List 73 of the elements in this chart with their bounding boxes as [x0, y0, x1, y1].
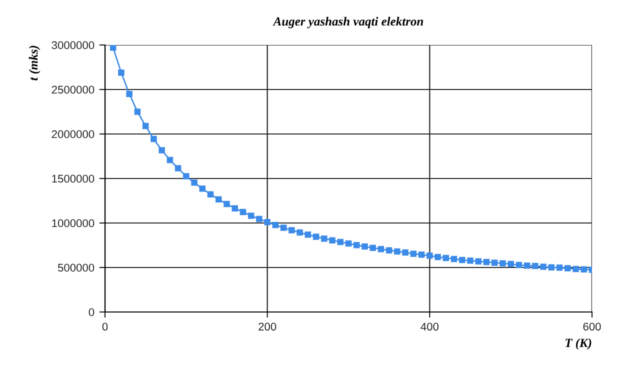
x-tick-label: 600 — [583, 322, 601, 331]
point — [134, 108, 141, 115]
point — [378, 246, 384, 252]
point — [524, 262, 530, 269]
point — [556, 264, 563, 271]
y-tick-label: 0 — [88, 308, 94, 316]
y-tick-label: 2000000 — [52, 130, 94, 138]
point — [491, 260, 498, 266]
point — [232, 205, 238, 212]
point — [418, 252, 425, 258]
point — [264, 218, 270, 226]
point — [426, 252, 433, 259]
y-tick-label: 1500000 — [52, 174, 94, 183]
point — [329, 237, 336, 244]
point — [248, 212, 254, 219]
chart-title: Auger yashash vaqti elektron — [272, 16, 424, 28]
point — [516, 262, 522, 268]
y-tick-label: 1000000 — [52, 219, 94, 228]
point — [288, 227, 295, 234]
point — [442, 254, 450, 262]
point — [345, 240, 352, 247]
point — [296, 229, 303, 236]
point — [386, 247, 392, 254]
point — [450, 256, 458, 262]
point — [402, 249, 408, 256]
point — [166, 156, 174, 164]
point — [572, 266, 579, 272]
point — [199, 186, 206, 192]
point — [191, 180, 198, 186]
y-axis-title: t (mks) — [28, 46, 40, 80]
point — [532, 262, 538, 270]
point — [353, 242, 360, 248]
point — [548, 264, 555, 270]
point — [483, 258, 490, 266]
point — [540, 264, 546, 270]
point — [216, 196, 222, 202]
point — [321, 235, 328, 242]
x-tick-label: 400 — [420, 322, 438, 331]
point — [304, 232, 312, 238]
point — [174, 165, 182, 172]
point — [500, 260, 506, 266]
point — [312, 234, 320, 240]
point — [142, 122, 149, 130]
point — [337, 238, 344, 246]
point — [207, 191, 214, 198]
point — [434, 254, 441, 260]
point — [410, 250, 417, 257]
x-tick-label: 0 — [102, 322, 108, 331]
point — [280, 224, 287, 231]
point — [158, 147, 165, 154]
point — [508, 260, 514, 268]
point — [362, 243, 368, 250]
point — [256, 216, 262, 222]
point — [370, 244, 376, 251]
point — [150, 136, 157, 142]
point — [118, 69, 124, 76]
point — [475, 258, 482, 264]
point — [459, 256, 466, 264]
y-tick-label: 500000 — [58, 264, 94, 272]
point — [564, 265, 571, 272]
y-tick-label: 3000000 — [52, 41, 94, 50]
point — [183, 173, 190, 180]
y-tick-label: 2500000 — [52, 86, 94, 94]
point — [272, 222, 279, 228]
point — [240, 208, 246, 216]
point — [110, 45, 116, 51]
point — [394, 248, 400, 255]
point — [580, 266, 588, 272]
point — [126, 90, 132, 98]
point — [467, 258, 474, 264]
x-axis-title: T (K) — [565, 338, 592, 350]
x-tick-label: 200 — [258, 322, 276, 331]
point — [224, 200, 230, 208]
